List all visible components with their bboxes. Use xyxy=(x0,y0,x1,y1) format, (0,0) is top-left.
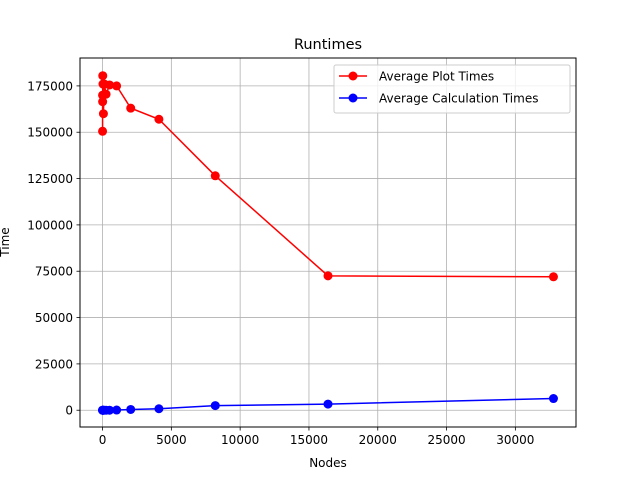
x-axis-label: Nodes xyxy=(309,456,347,470)
y-tick-label: 75000 xyxy=(35,265,73,279)
data-point-calculation-times xyxy=(548,394,558,404)
x-tick-label: 0 xyxy=(99,433,107,447)
data-point-plot-times xyxy=(210,171,220,181)
x-tick-label: 20000 xyxy=(359,433,397,447)
legend: Average Plot Times Average Calculation T… xyxy=(333,64,571,114)
data-point-plot-times xyxy=(98,71,108,81)
data-point-plot-times xyxy=(98,97,108,107)
plot-series xyxy=(98,71,558,415)
y-tick-label: 150000 xyxy=(27,126,73,140)
data-point-plot-times xyxy=(112,81,122,91)
data-point-calculation-times xyxy=(154,404,164,414)
y-tick-label: 50000 xyxy=(35,311,73,325)
data-point-calculation-times xyxy=(112,405,122,415)
x-tick-label: 15000 xyxy=(290,433,328,447)
data-point-calculation-times xyxy=(126,404,136,414)
legend-label-calculation-times: Average Calculation Times xyxy=(379,92,538,106)
x-tick-label: 10000 xyxy=(221,433,259,447)
data-point-plot-times xyxy=(126,103,136,113)
y-tick-label: 100000 xyxy=(27,218,73,232)
x-tick-label: 25000 xyxy=(427,433,465,447)
data-point-calculation-times xyxy=(323,399,333,409)
data-point-plot-times xyxy=(323,271,333,281)
x-tick-label: 30000 xyxy=(496,433,534,447)
legend-box xyxy=(333,64,571,114)
legend-marker-calculation-times xyxy=(348,93,358,103)
y-tick-label: 175000 xyxy=(27,79,73,93)
data-point-plot-times xyxy=(154,114,164,124)
plot-area-frame xyxy=(79,57,577,428)
axis-ticks: 0 5000 10000 15000 20000 25000 30000 0 25000 5000… xyxy=(27,79,534,447)
y-tick-label: 25000 xyxy=(35,357,73,371)
data-point-plot-times xyxy=(98,126,108,136)
chart-title: Runtimes xyxy=(294,37,362,53)
data-point-plot-times xyxy=(105,80,115,90)
data-point-plot-times xyxy=(98,109,108,119)
y-tick-label: 0 xyxy=(65,404,73,418)
x-tick-label: 5000 xyxy=(156,433,187,447)
y-tick-label: 125000 xyxy=(27,172,73,186)
legend-marker-plot-times xyxy=(348,71,358,81)
data-point-plot-times xyxy=(101,89,111,99)
legend-label-plot-times: Average Plot Times xyxy=(379,70,494,84)
data-point-calculation-times xyxy=(105,405,115,415)
data-point-calculation-times xyxy=(210,401,220,411)
y-axis-label: Time xyxy=(0,227,12,257)
data-point-plot-times xyxy=(548,272,558,282)
